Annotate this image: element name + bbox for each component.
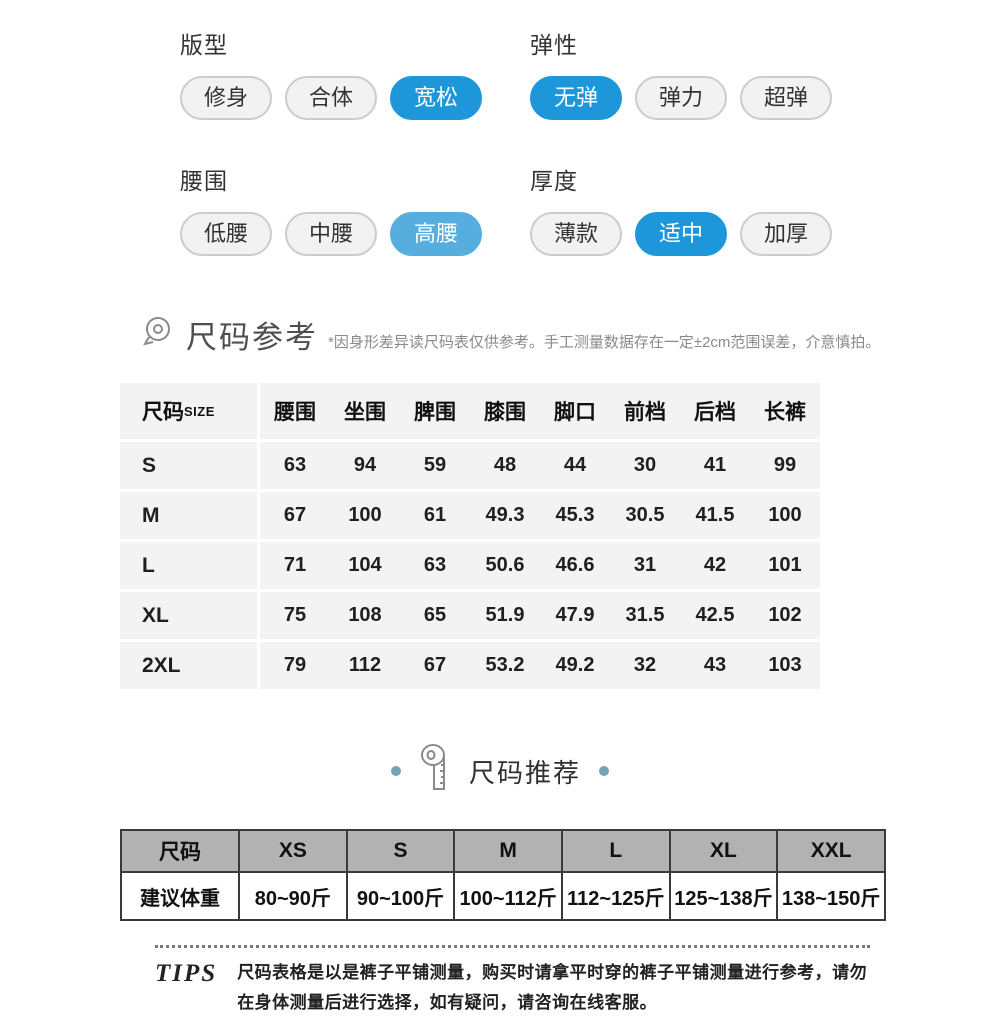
col-header-waist: 腰围 (274, 401, 316, 424)
table-row: XL 75 108 65 51.9 47.9 31.5 42.5 102 (120, 592, 820, 639)
weight-col-size: 尺码 (120, 829, 240, 873)
tips-text: 尺码表格是以是裤子平铺测量，购买时请拿平时穿的裤子平铺测量进行参考，请勿在身体测… (237, 963, 868, 1012)
pill-fit-slim[interactable]: 修身 (180, 76, 272, 120)
tips-label: TIPS (155, 960, 218, 987)
col-header-hip: 坐围 (344, 401, 386, 424)
pill-waist-high-selected[interactable]: 高腰 (390, 212, 482, 256)
weight-table-header-row: 尺码 XS S M L XL XXL (120, 829, 886, 873)
pill-thickness-thick[interactable]: 加厚 (740, 212, 832, 256)
attr-group-fit: 版型 修身 合体 宽松 (180, 26, 530, 120)
pill-elastic-none-selected[interactable]: 无弹 (530, 76, 622, 120)
weight-col-l: L (560, 829, 671, 873)
table-row: S 63 94 59 48 44 30 41 99 (120, 442, 820, 489)
weight-row-label: 建议体重 (120, 871, 240, 921)
size-reference-note: *因身形差异读尺码表仅供参考。手工测量数据存在一定±2cm范围误差，介意慎拍。 (328, 334, 881, 351)
attr-group-elasticity: 弹性 无弹 弹力 超弹 (530, 26, 1000, 120)
attr-label-thickness: 厚度 (530, 168, 578, 194)
attr-label-elasticity: 弹性 (530, 32, 578, 58)
size-reference-title: 尺码参考 (186, 320, 318, 355)
size-reference-header: 尺码参考 *因身形差异读尺码表仅供参考。手工测量数据存在一定±2cm范围误差，介… (140, 312, 1000, 357)
pill-fit-loose-selected[interactable]: 宽松 (390, 76, 482, 120)
col-header-hem: 脚口 (554, 401, 596, 424)
weight-col-m: M (453, 829, 563, 873)
weight-col-xs: XS (238, 829, 348, 873)
weight-col-xl: XL (668, 829, 779, 873)
weight-col-xxl: XXL (776, 829, 886, 873)
col-header-length: 长裤 (764, 401, 806, 424)
pill-elastic-stretch[interactable]: 弹力 (635, 76, 727, 120)
size-recommend-header: 尺码推荐 (0, 741, 1000, 801)
col-header-thigh: 脾围 (414, 401, 456, 424)
decorative-dot-left (390, 766, 401, 776)
col-header-front-rise: 前档 (624, 401, 666, 424)
pill-thickness-thin[interactable]: 薄款 (530, 212, 622, 256)
col-header-back-rise: 后档 (694, 401, 736, 424)
size-table-header-size: 尺码 SIZE (120, 383, 260, 439)
pill-elastic-super[interactable]: 超弹 (740, 76, 832, 120)
table-row: L 71 104 63 50.6 46.6 31 42 101 (120, 542, 820, 589)
tape-measure-icon (419, 743, 451, 800)
attr-group-waist: 腰围 低腰 中腰 高腰 (180, 162, 530, 256)
attr-group-thickness: 厚度 薄款 适中 加厚 (530, 162, 1000, 256)
weight-col-s: S (345, 829, 456, 873)
measuring-tape-icon (140, 314, 176, 355)
attr-label-waist: 腰围 (180, 168, 228, 194)
table-row: M 67 100 61 49.3 45.3 30.5 41.5 100 (120, 492, 820, 539)
col-header-knee: 膝围 (484, 401, 526, 424)
table-row: 2XL 79 112 67 53.2 49.2 32 43 103 (120, 642, 820, 689)
tips-section: TIPS 尺码表格是以是裤子平铺测量，购买时请拿平时穿的裤子平铺测量进行参考，请… (155, 945, 870, 1018)
size-table-header-row: 尺码 SIZE 腰围 坐围 脾围 膝围 脚口 前档 后档 长裤 (120, 383, 820, 439)
pill-waist-mid[interactable]: 中腰 (285, 212, 377, 256)
decorative-dot-right (599, 766, 609, 776)
attribute-section: 版型 修身 合体 宽松 弹性 无弹 弹力 超弹 腰围 低腰 中腰 高腰 厚度 薄… (0, 0, 1000, 256)
attr-label-fit: 版型 (180, 32, 228, 58)
pill-fit-regular[interactable]: 合体 (285, 76, 377, 120)
weight-table: 尺码 XS S M L XL XXL 建议体重 80~90斤 90~100斤 1… (120, 829, 886, 921)
weight-table-data-row: 建议体重 80~90斤 90~100斤 100~112斤 112~125斤 12… (120, 871, 886, 921)
size-table: 尺码 SIZE 腰围 坐围 脾围 膝围 脚口 前档 后档 长裤 S 63 94 5… (120, 383, 820, 689)
size-recommend-title: 尺码推荐 (468, 757, 581, 788)
pill-thickness-medium-selected[interactable]: 适中 (635, 212, 727, 256)
pill-waist-low[interactable]: 低腰 (180, 212, 272, 256)
